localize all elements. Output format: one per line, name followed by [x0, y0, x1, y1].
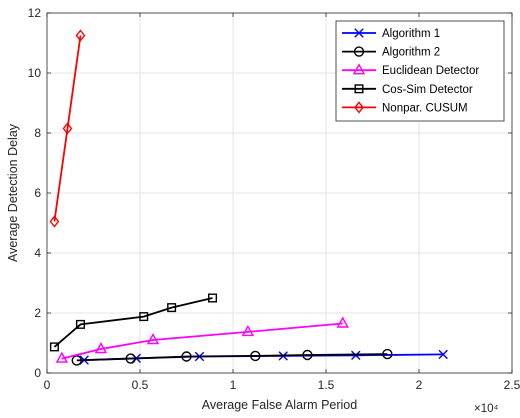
series-3: [55, 316, 349, 363]
x-tick-label: 1.5: [318, 378, 335, 392]
data-point: [139, 312, 149, 322]
data-point: [302, 349, 313, 361]
x-tick-label: 1: [230, 378, 237, 392]
legend-label: Cos-Sim Detector: [382, 84, 473, 96]
data-point: [336, 316, 349, 328]
series-layer: [49, 29, 448, 366]
data-point: [55, 351, 69, 363]
marker-stroke: [354, 28, 364, 38]
x-tick-label: 0.5: [132, 378, 149, 392]
marker-stroke: [438, 349, 448, 360]
legend-entry: Nonpar. CUSUM: [342, 101, 468, 114]
data-point: [71, 355, 82, 366]
series-line: [61, 322, 343, 360]
data-point: [62, 122, 73, 135]
data-point: [49, 342, 59, 352]
data-point: [75, 319, 85, 329]
y-tick-label: 4: [34, 246, 41, 260]
series-2: [71, 348, 393, 366]
legend-marker: [352, 63, 366, 75]
y-tick-label: 8: [34, 126, 41, 140]
series-5: [49, 29, 86, 228]
y-tick-label: 12: [28, 6, 42, 20]
data-point: [167, 303, 177, 313]
legend-marker: [354, 84, 364, 94]
legend-marker: [354, 101, 364, 114]
series-line: [53, 297, 213, 348]
y-tick-label: 2: [34, 306, 41, 320]
legend-entry: Algorithm 1: [342, 28, 440, 40]
legend-entry: Algorithm 2: [342, 46, 440, 59]
legend: Algorithm 1 Algorithm 2 Euclidean Detector…: [335, 20, 505, 122]
y-tick-label: 10: [28, 66, 42, 80]
data-point: [181, 351, 192, 362]
legend-entry: Euclidean Detector: [342, 63, 479, 77]
legend-marker: [354, 28, 364, 38]
data-point: [94, 342, 108, 354]
series-4: [49, 293, 218, 352]
series-line: [53, 35, 82, 222]
x-tick-label: 0: [44, 378, 51, 392]
data-point: [382, 348, 393, 360]
legend-label: Algorithm 1: [382, 28, 440, 40]
series-line: [76, 353, 388, 362]
y-axis-label: Average Detection Delay: [6, 123, 20, 262]
y-tick-label: 6: [34, 186, 41, 200]
legend-marker: [353, 46, 365, 57]
x-tick-label: 2.5: [504, 378, 520, 392]
data-point: [250, 350, 261, 362]
data-point: [208, 293, 218, 303]
ticks: 0 0.5 1 1.5 2 2.5 0 2 4 6 8 10 12: [28, 6, 520, 392]
x-axis-label: Average False Alarm Period: [202, 398, 357, 412]
data-point: [438, 349, 448, 360]
x-axis-multiplier: ×10⁴: [474, 403, 499, 415]
data-point: [75, 29, 86, 42]
legend-label: Algorithm 2: [382, 47, 440, 59]
data-point: [146, 333, 160, 345]
legend-label: Euclidean Detector: [382, 65, 479, 77]
y-tick-label: 0: [34, 366, 41, 380]
legend-entry: Cos-Sim Detector: [342, 84, 473, 96]
x-tick-label: 2: [416, 378, 423, 392]
legend-label: Nonpar. CUSUM: [382, 102, 468, 114]
data-point: [241, 324, 255, 337]
data-point: [125, 353, 136, 364]
data-point: [49, 215, 60, 228]
